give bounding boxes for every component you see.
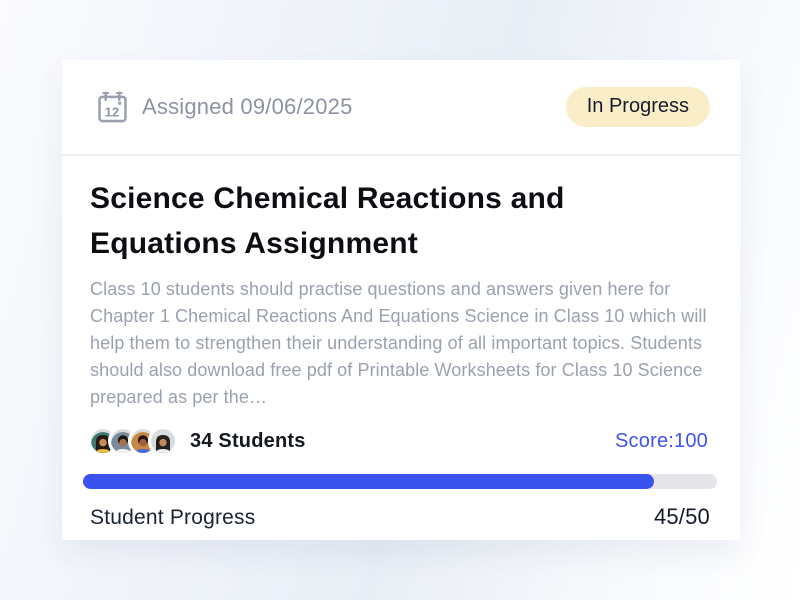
students-row: 34 Students Score:100 bbox=[88, 423, 708, 459]
assigned-date-group: 12 Assigned 09/06/2025 bbox=[97, 91, 566, 124]
assignment-title: Science Chemical Reactions and Equations… bbox=[90, 182, 565, 260]
status-badge: In Progress bbox=[565, 87, 710, 127]
progress-value: 45/50 bbox=[653, 504, 710, 529]
assignment-card[interactable]: 12 Assigned 09/06/2025 In Progress Scien… bbox=[62, 60, 740, 540]
calendar-icon: 12 bbox=[98, 91, 127, 122]
score-text: Score:100 bbox=[615, 429, 708, 452]
student-avatar-4 bbox=[148, 426, 178, 456]
progress-summary-row: Student Progress 45/50 bbox=[90, 503, 710, 532]
progress-label: Student Progress bbox=[90, 506, 256, 529]
assignment-description: Class 10 students should practise questi… bbox=[90, 279, 707, 407]
assigned-date-text: Assigned 09/06/2025 bbox=[142, 94, 353, 119]
progress-fill bbox=[83, 474, 654, 489]
card-header: 12 Assigned 09/06/2025 In Progress bbox=[62, 60, 740, 156]
calendar-day-number: 12 bbox=[105, 104, 120, 119]
students-count-label: 34 Students bbox=[190, 429, 306, 452]
progress-bar bbox=[83, 474, 717, 489]
avatar-group bbox=[88, 426, 178, 456]
